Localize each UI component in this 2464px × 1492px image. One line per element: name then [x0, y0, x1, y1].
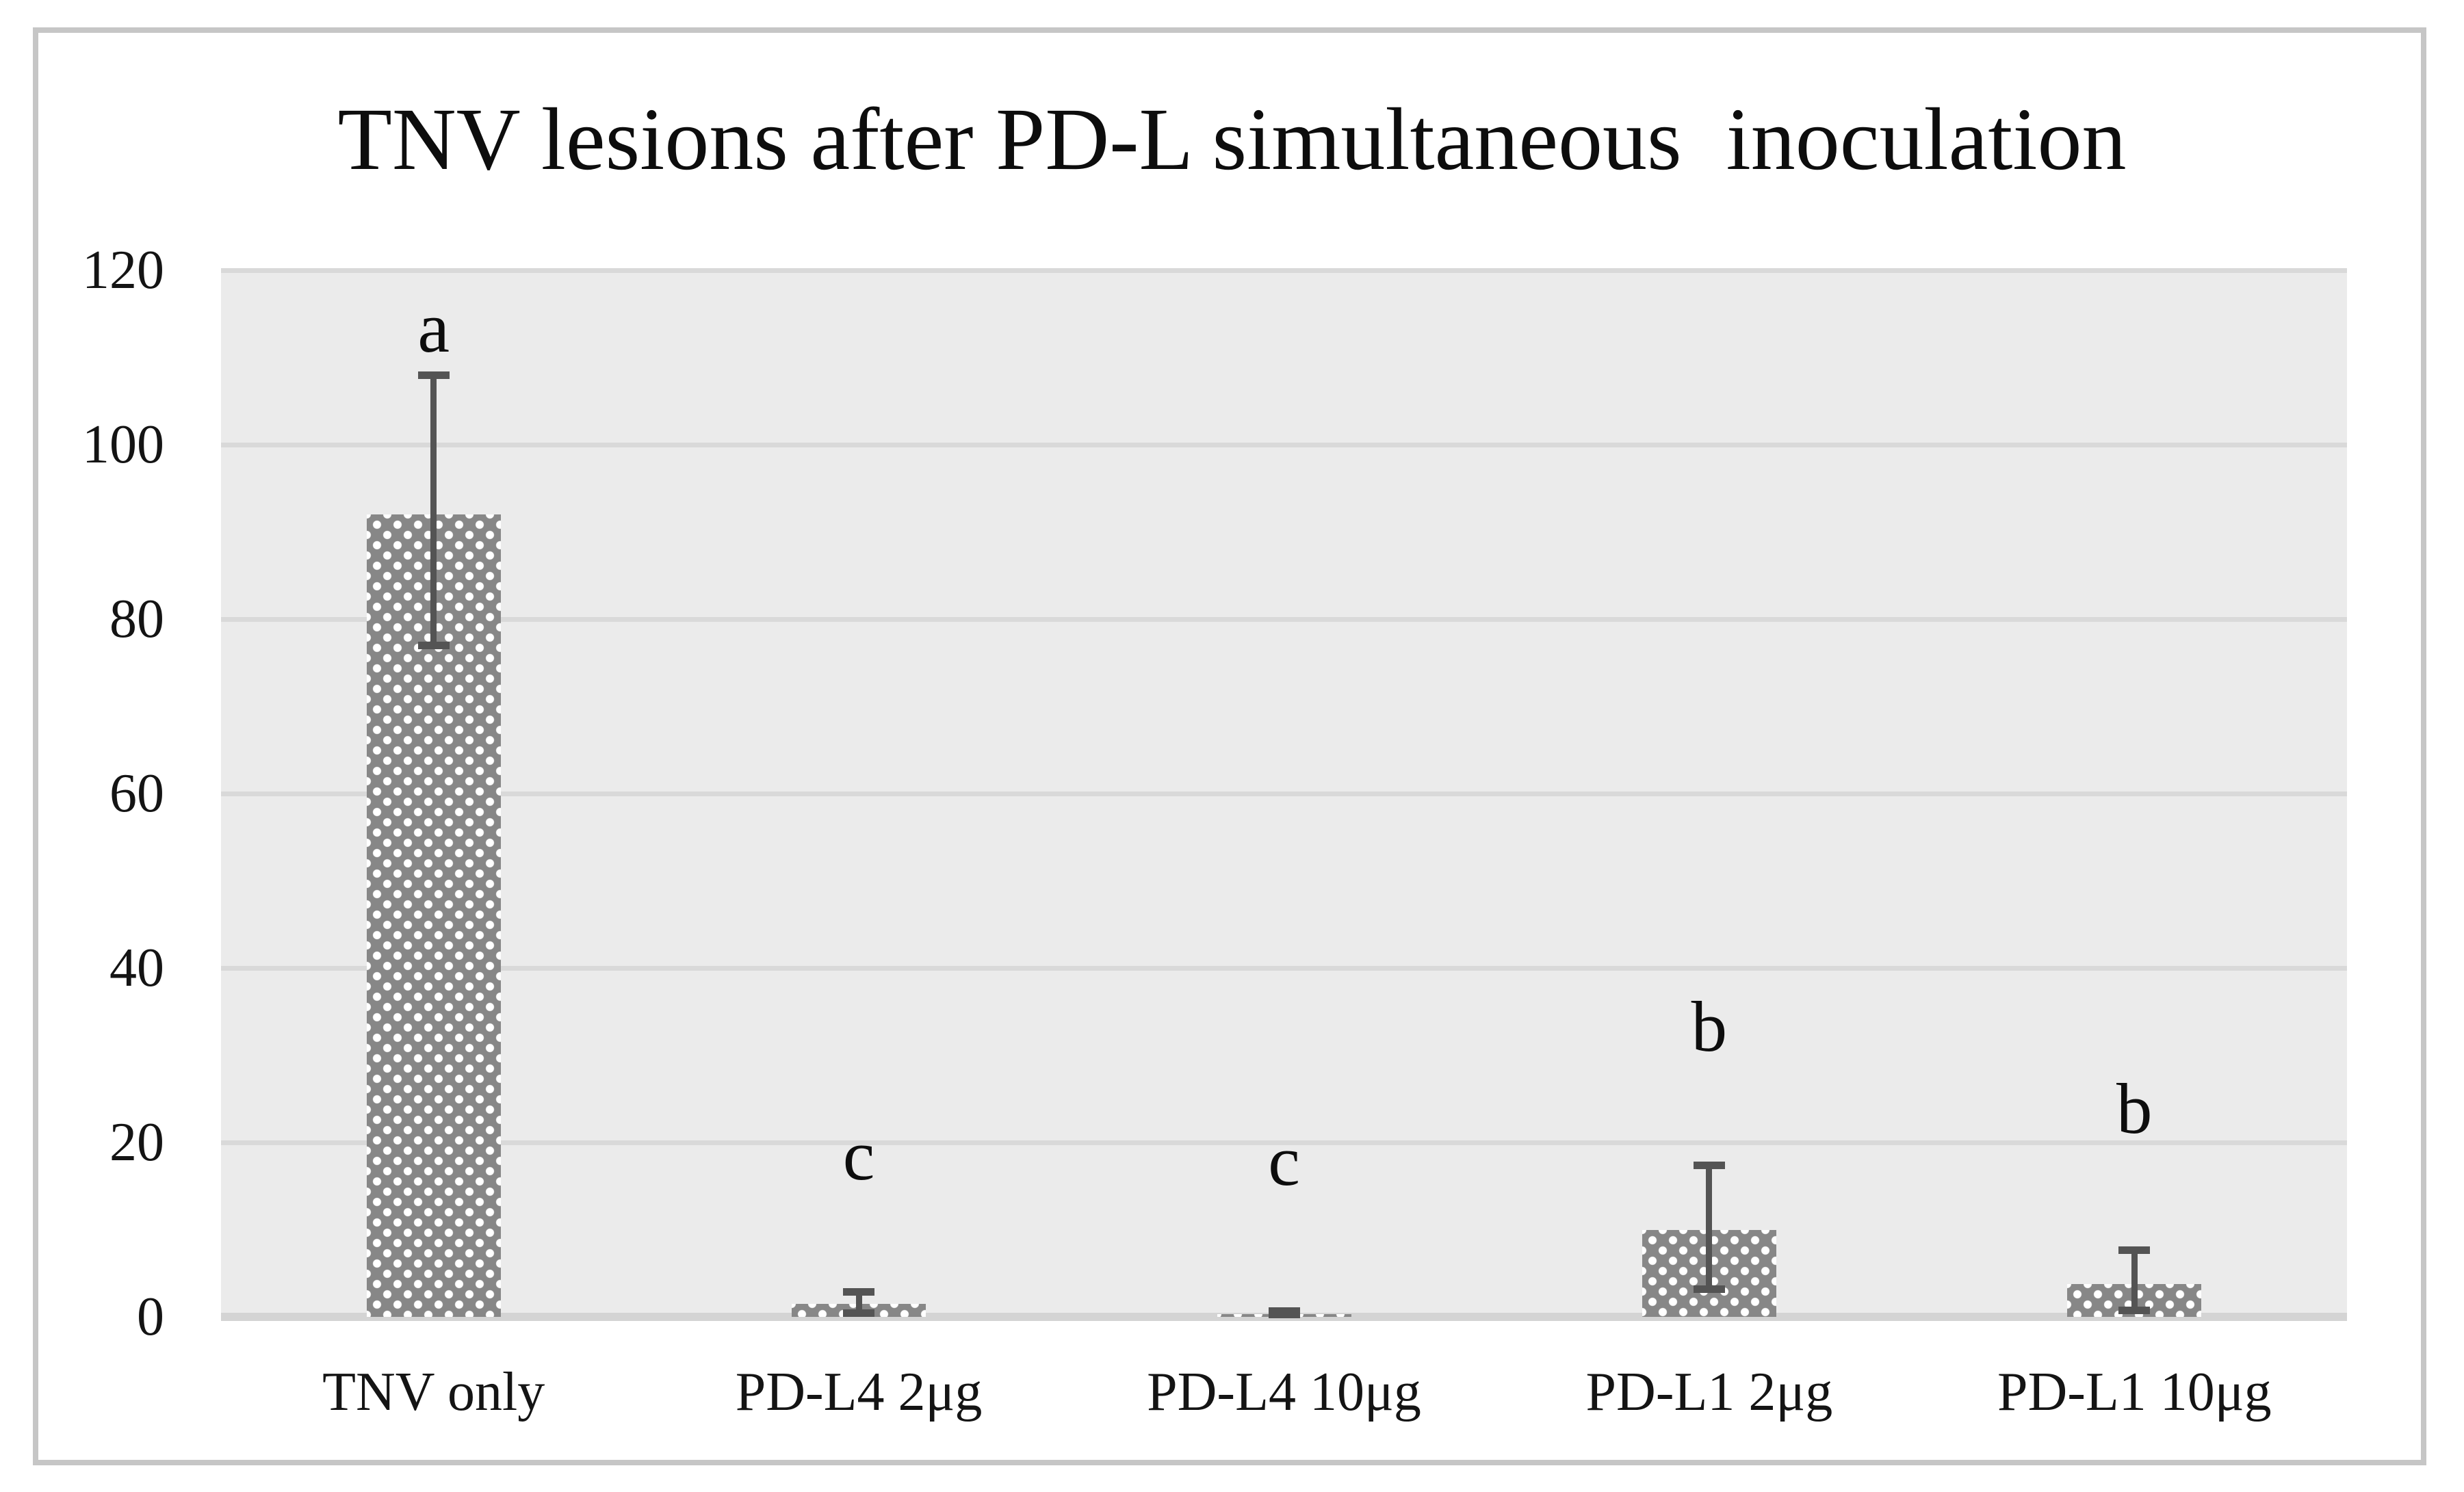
- gridline: [221, 1140, 2347, 1145]
- error-bar-cap-bottom: [1693, 1285, 1725, 1294]
- error-bar-stem: [1706, 1165, 1713, 1290]
- error-bar-stem: [855, 1292, 862, 1313]
- x-category-label: PD-L4 10μg: [1147, 1362, 1421, 1422]
- y-tick-label: 100: [82, 415, 164, 475]
- gridline: [221, 966, 2347, 971]
- y-tick-label: 0: [137, 1287, 164, 1347]
- significance-letter: b: [2116, 1069, 2153, 1149]
- x-category-label: PD-L4 2μg: [735, 1362, 983, 1422]
- y-tick-label: 120: [82, 240, 164, 300]
- y-tick-label: 60: [109, 763, 164, 824]
- significance-letter: b: [1691, 986, 1728, 1067]
- chart-title: TNV lesions after PD-L simultaneous inoc…: [337, 90, 2127, 189]
- bar: [366, 514, 501, 1317]
- x-category-label: TNV only: [322, 1362, 545, 1422]
- error-bar-cap-top: [2118, 1246, 2151, 1254]
- gridline: [221, 617, 2347, 622]
- y-tick-label: 80: [109, 589, 164, 649]
- error-bar-cap-bottom: [1268, 1311, 1300, 1319]
- error-bar-cap-top: [843, 1288, 875, 1296]
- error-bar-stem: [2131, 1249, 2138, 1310]
- error-bar-cap-bottom: [417, 642, 450, 650]
- x-category-label: PD-L1 2μg: [1585, 1362, 1833, 1422]
- gridline: [221, 791, 2347, 796]
- error-bar-cap-top: [417, 371, 450, 379]
- x-category-label: PD-L1 10μg: [1997, 1362, 2272, 1422]
- gridline: [221, 443, 2347, 447]
- y-tick-label: 40: [109, 938, 164, 998]
- significance-letter: c: [1268, 1120, 1300, 1201]
- error-bar-cap-top: [1693, 1162, 1725, 1170]
- gridline: [221, 268, 2347, 273]
- plot-area: 0 20 40 60 80 100 120 a TNV only c PD-L4 2μg c PD-L4…: [82, 243, 2347, 1419]
- y-tick-label: 20: [109, 1112, 164, 1173]
- error-bar-stem: [430, 375, 437, 646]
- significance-letter: a: [417, 287, 450, 367]
- error-bar-cap-bottom: [843, 1309, 875, 1317]
- significance-letter: c: [842, 1114, 875, 1195]
- error-bar-cap-bottom: [2118, 1306, 2151, 1314]
